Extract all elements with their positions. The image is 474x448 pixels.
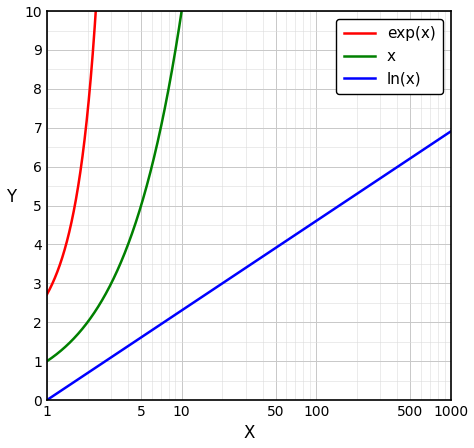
Line: exp(x): exp(x) — [47, 11, 96, 294]
X-axis label: X: X — [243, 424, 255, 443]
ln(x) — [68, 381, 74, 387]
exp(x) — [67, 226, 73, 231]
ln(x) — [44, 397, 50, 403]
ln(x) — [427, 143, 432, 148]
exp(x) — [84, 114, 90, 119]
ln(x) — [448, 129, 454, 134]
ln(x) — [46, 396, 52, 401]
x — [179, 9, 184, 14]
ln(x) — [61, 386, 66, 392]
exp(x) — [50, 280, 55, 286]
Line: ln(x): ln(x) — [47, 131, 451, 400]
x — [127, 238, 132, 243]
x — [44, 358, 50, 364]
exp(x) — [76, 177, 82, 182]
Line: x: x — [47, 11, 182, 361]
x — [168, 73, 174, 78]
ln(x) — [242, 266, 247, 271]
x — [61, 345, 67, 351]
Y-axis label: Y: Y — [6, 188, 16, 206]
ln(x) — [123, 345, 129, 350]
Legend: exp(x), x, ln(x): exp(x), x, ln(x) — [337, 19, 443, 94]
x — [142, 189, 148, 194]
exp(x) — [76, 177, 82, 182]
exp(x) — [93, 9, 99, 14]
exp(x) — [44, 292, 50, 297]
exp(x) — [46, 287, 52, 293]
x — [163, 103, 168, 108]
x — [70, 337, 76, 342]
